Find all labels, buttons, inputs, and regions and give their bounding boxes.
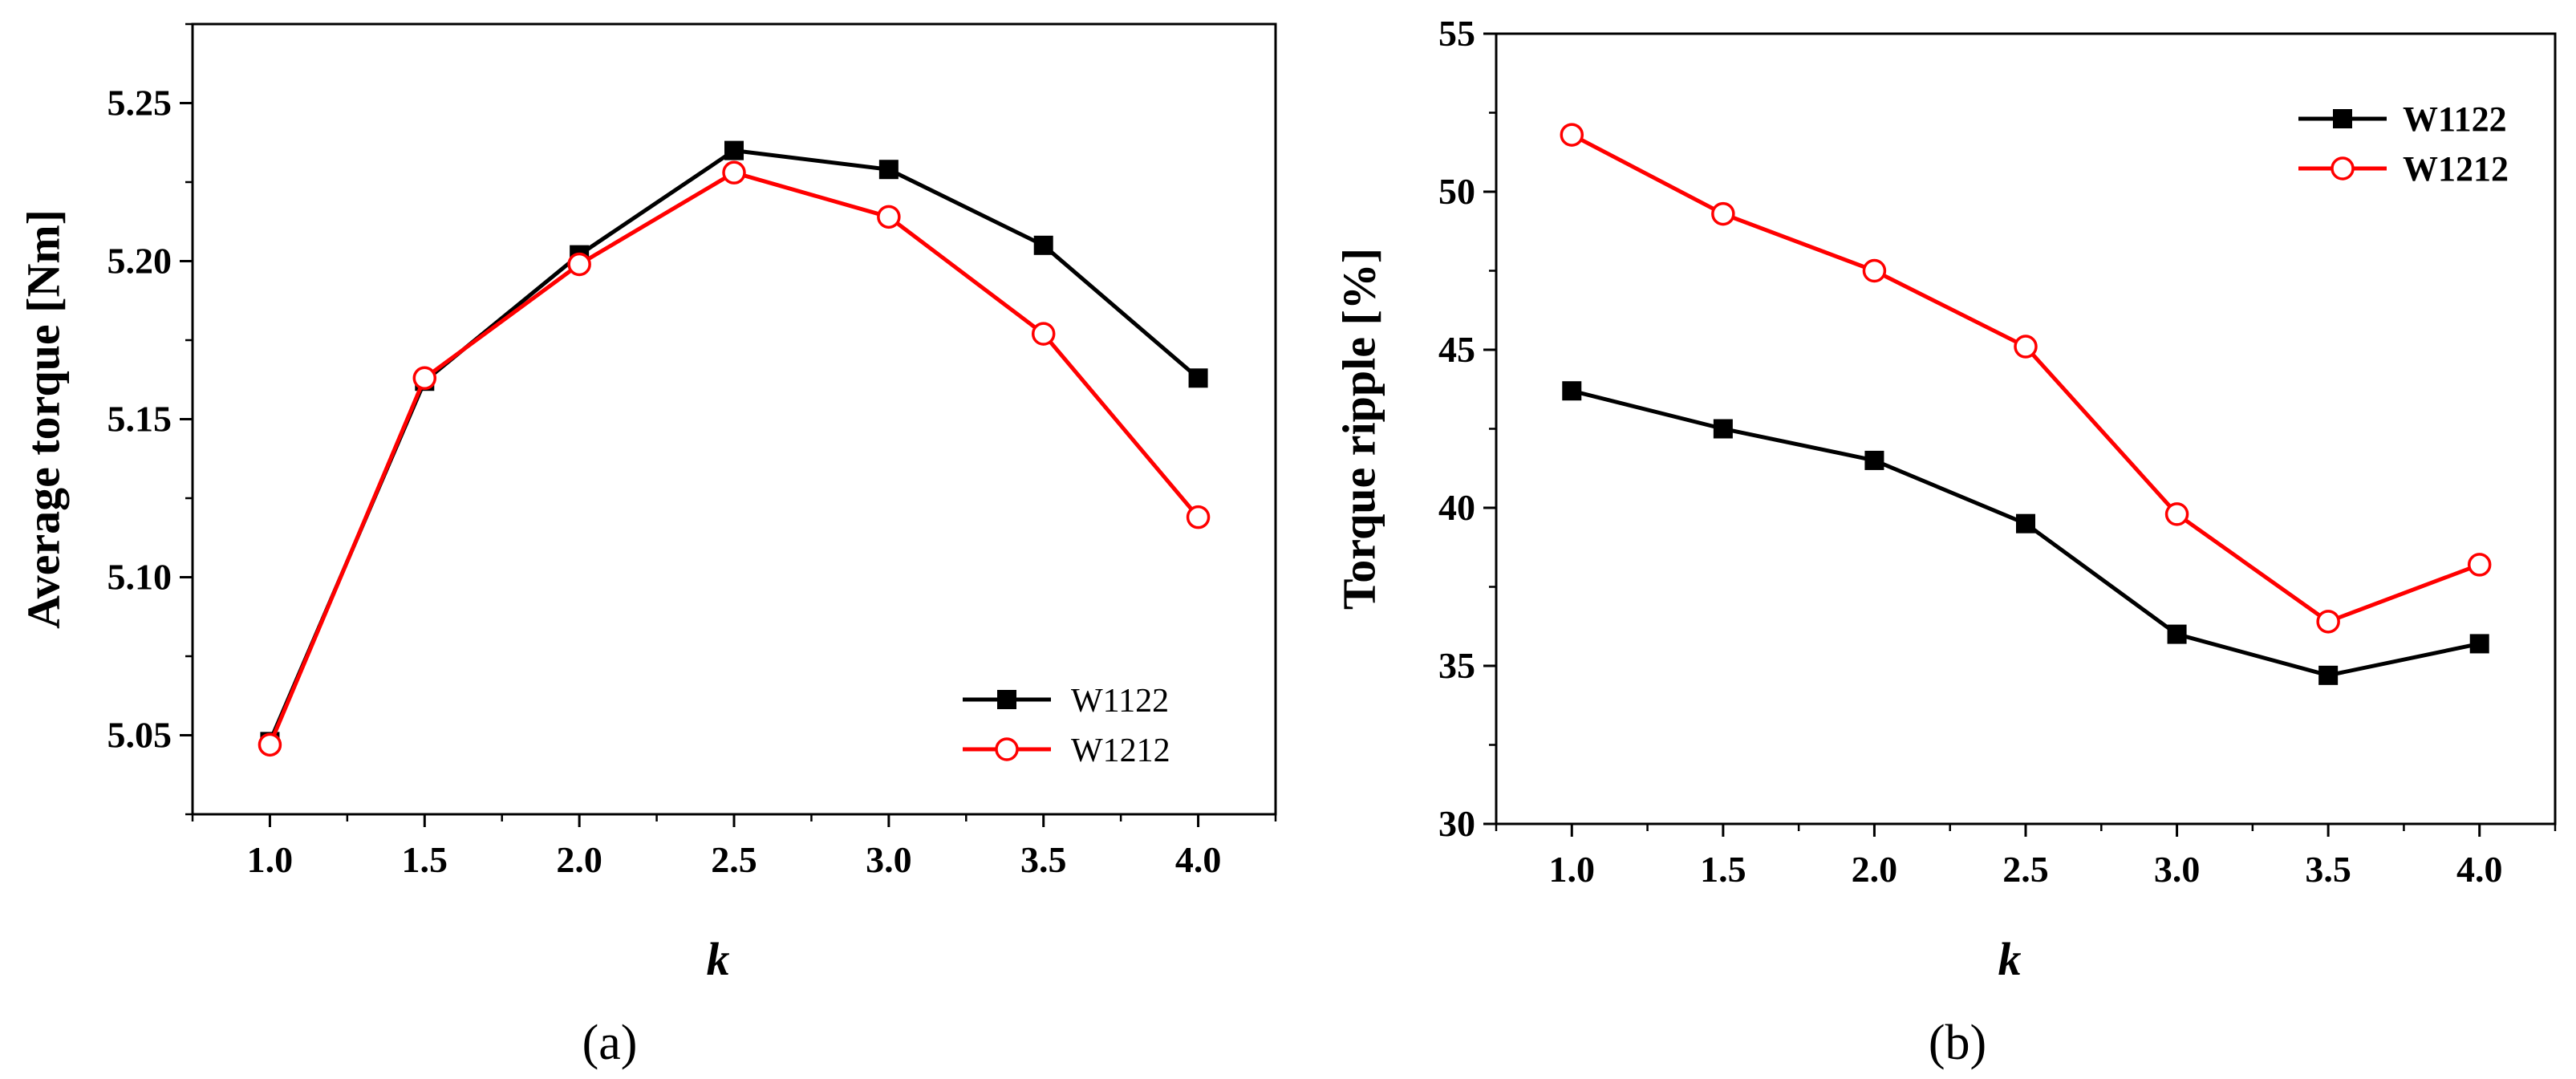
panel-b-legend-marker-w1212 (2331, 156, 2355, 181)
panel-b-point-w1122 (2469, 634, 2489, 654)
panel-a-y-axis-title: Average torque [Nm] (17, 209, 69, 629)
panel-b-point-w1122 (2016, 513, 2035, 533)
panel-b-x-axis-title: k (1998, 933, 2022, 985)
panel-a-series-line-w1122 (268, 148, 1200, 743)
panel-a-x-tick-label: 1.0 (247, 839, 294, 880)
panel-a-y-tick-label: 5.10 (108, 557, 172, 598)
panel-b-point-w1122 (1864, 450, 1884, 470)
panel-b-point-w1122 (2318, 665, 2339, 685)
panel-a-y-tick-label: 5.05 (108, 715, 172, 756)
panel-b-caption: (b) (1929, 1016, 1986, 1070)
panel-b-legend-label-w1212: W1212 (2403, 149, 2509, 189)
panel-b-x-tick-label: 2.5 (2002, 849, 2049, 890)
panel-a-chart: 1.0 1.5 2.0 2.5 3.0 3.5 4.0 5.05 5.10 5.15 5.20 5.2… (17, 22, 1277, 1070)
panel-a-legend: W1122 W1212 (963, 683, 1170, 769)
panel-a-x-tick-label: 3.5 (1020, 839, 1067, 880)
panel-a-plot (258, 140, 1211, 757)
panel-b-point-w1212 (2164, 502, 2189, 526)
panel-b-point-w1212 (1711, 201, 1735, 226)
panel-a-y-tick-label: 5.15 (108, 399, 172, 440)
panel-b-point-w1122 (1562, 381, 1582, 401)
panel-b-plot (1560, 123, 2492, 685)
panel-b-y-axis-title: Torque ripple [%] (1333, 248, 1385, 610)
panel-b-y-tick-label: 35 (1438, 645, 1475, 686)
panel-a-point-w1212 (567, 252, 591, 277)
panel-a-legend-label-w1212: W1212 (1071, 732, 1170, 769)
panel-a-point-w1212 (412, 366, 437, 391)
panel-a-caption: (a) (582, 1016, 638, 1070)
panel-b-legend: W1122 W1212 (2298, 99, 2509, 189)
panel-a-point-w1212 (258, 732, 282, 757)
panel-a-point-w1212 (1031, 322, 1056, 346)
panel-b-point-w1122 (2167, 624, 2187, 644)
panel-b-chart: 1.0 1.5 2.0 2.5 3.0 3.5 4.0 30 35 40 45 50 55 Torque… (1333, 13, 2557, 1070)
panel-b-x-tick-label: 3.5 (2305, 849, 2351, 890)
panel-a-x-tick-label: 3.0 (866, 839, 912, 880)
panel-b-y-tick-label: 40 (1438, 487, 1475, 528)
panel-a-point-w1212 (877, 205, 901, 229)
panel-b-x-tick-label: 1.5 (1700, 849, 1746, 890)
panel-b-plot-frame (1495, 32, 2557, 825)
panel-b-point-w1212 (2316, 610, 2340, 634)
panel-a-x-tick-label: 2.0 (556, 839, 602, 880)
panel-b-point-w1122 (1713, 419, 1733, 439)
panel-b-legend-marker-w1122 (2333, 109, 2352, 128)
panel-a-point-w1122 (1188, 368, 1208, 388)
panel-b-x-tick-label: 4.0 (2456, 849, 2503, 890)
panel-b-y-tick-label: 45 (1438, 329, 1475, 370)
panel-b-x-tick-label: 2.0 (1852, 849, 1898, 890)
panel-b-series-line-w1212 (1571, 132, 2481, 624)
panel-a-y-tick-label: 5.20 (108, 241, 172, 282)
panel-b-point-w1212 (1862, 258, 1887, 283)
panel-a-x-tick-label: 1.5 (402, 839, 448, 880)
panel-a-legend-marker-w1122 (997, 690, 1016, 709)
panel-a-point-w1212 (1186, 505, 1211, 529)
panel-a-axes: 1.0 1.5 2.0 2.5 3.0 3.5 4.0 5.05 5.10 5.15 5.20 5.2… (108, 22, 1277, 880)
panel-b-legend-label-w1122: W1122 (2403, 99, 2507, 139)
panel-a-y-tick-label: 5.25 (108, 83, 172, 124)
panel-a-legend-label-w1122: W1122 (1071, 683, 1169, 720)
panel-a-point-w1122 (1033, 235, 1053, 255)
panel-b-x-tick-label: 3.0 (2154, 849, 2201, 890)
panel-a-x-tick-label: 4.0 (1175, 839, 1222, 880)
panel-b-axes: 1.0 1.5 2.0 2.5 3.0 3.5 4.0 30 35 40 45 50 55 (1438, 13, 2557, 890)
panel-b-point-w1212 (2014, 335, 2038, 359)
panel-a-point-w1212 (722, 160, 746, 185)
panel-a-point-w1122 (724, 140, 744, 160)
panel-b-x-tick-label: 1.0 (1549, 849, 1596, 890)
panel-a-x-tick-label: 2.5 (711, 839, 757, 880)
panel-a-point-w1122 (878, 160, 899, 180)
panel-b-y-tick-label: 50 (1438, 171, 1475, 212)
panel-b-point-w1212 (1560, 123, 1584, 147)
panel-a-x-axis-title: k (707, 933, 730, 985)
panel-b-y-tick-label: 30 (1438, 803, 1475, 844)
panel-a-legend-marker-w1212 (995, 737, 1019, 761)
panel-b-y-tick-label: 55 (1438, 13, 1475, 54)
panel-b-point-w1212 (2467, 553, 2492, 577)
